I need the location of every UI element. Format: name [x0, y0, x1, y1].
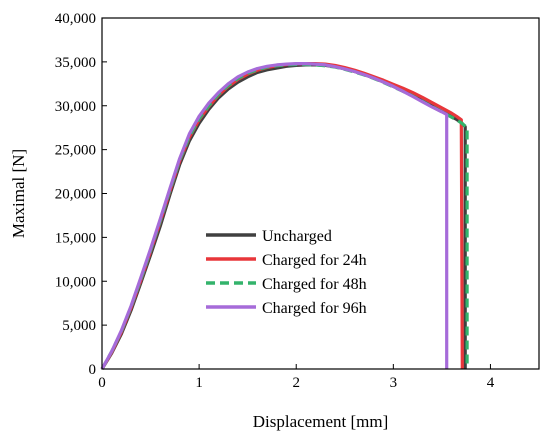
y-tick-label: 25,000: [55, 143, 96, 159]
y-tick-label: 35,000: [55, 55, 96, 71]
y-axis-title: Maximal [N]: [9, 149, 28, 238]
x-tick-label: 3: [390, 375, 398, 391]
y-tick-label: 0: [89, 362, 97, 378]
series-layer: [100, 62, 469, 370]
series-line-2: [100, 62, 469, 370]
series-line-1: [100, 62, 464, 370]
ticks-layer: 0 1 2 3 4 0 5,000 10,000 15,000 20,000 25,000 30,00…: [55, 11, 495, 391]
y-tick-label: 10,000: [55, 274, 96, 290]
x-axis-title: Displacement [mm]: [253, 412, 389, 431]
legend-label-3: Charged for 96h: [262, 300, 367, 317]
x-tick-label: 2: [292, 375, 300, 391]
x-tick-label: 0: [98, 375, 106, 391]
x-tick-label: 4: [487, 375, 495, 391]
legend: Uncharged Charged for 24h Charged for 48h C…: [206, 228, 367, 317]
y-tick-label: 20,000: [55, 187, 96, 203]
legend-label-1: Charged for 24h: [262, 252, 367, 269]
legend-label-2: Charged for 48h: [262, 276, 367, 293]
legend-label-0: Uncharged: [262, 228, 332, 245]
y-tick-label: 40,000: [55, 11, 96, 27]
y-tick-label: 15,000: [55, 230, 96, 246]
y-tick-label: 30,000: [55, 99, 96, 115]
y-tick-label: 5,000: [62, 318, 96, 334]
x-tick-label: 1: [195, 375, 203, 391]
series-line-0: [100, 63, 467, 370]
series-line-3: [100, 62, 449, 370]
